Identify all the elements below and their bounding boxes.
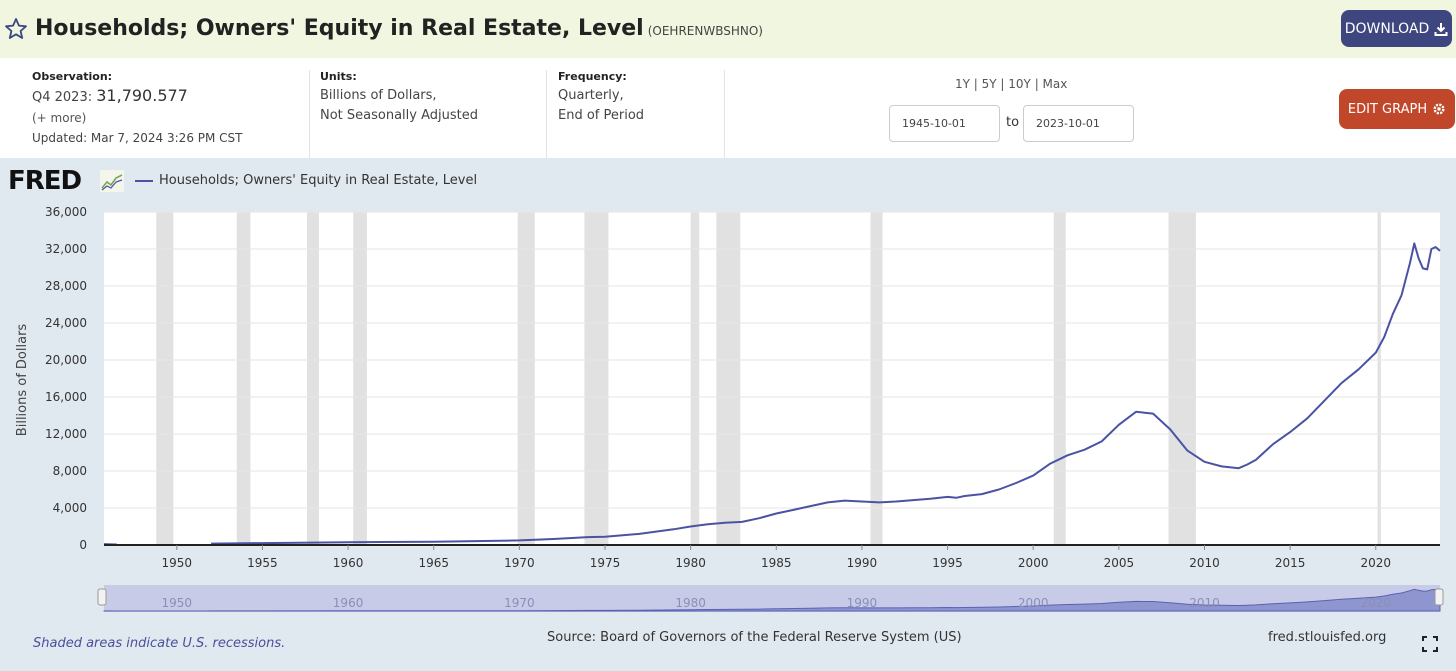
legend-swatch	[135, 179, 153, 182]
frequency-block: Frequency: Quarterly, End of Period	[558, 70, 644, 126]
observation-block: Observation: Q4 2023: 31,790.577 (+ more…	[32, 70, 243, 148]
recession-band-5	[584, 212, 609, 545]
navigator-tick-label: 1970	[504, 596, 535, 610]
x-tick-label: 1950	[162, 556, 193, 570]
x-tick-labels: 1950 1955 1960 1965 1970 1975 1980 1985 1990 1995…	[162, 545, 1391, 570]
units-line1: Billions of Dollars,	[320, 88, 437, 103]
download-icon	[1434, 22, 1448, 36]
edit-graph-button[interactable]: EDIT GRAPH	[1339, 89, 1455, 129]
navigator-series-area	[103, 588, 1441, 612]
observation-label: Observation:	[32, 70, 113, 83]
x-tick-label: 1995	[932, 556, 963, 570]
range-links[interactable]: 1Y | 5Y | 10Y | Max	[955, 77, 1068, 91]
end-date-input[interactable]	[1023, 105, 1134, 142]
frequency-line2: End of Period	[558, 108, 645, 123]
plot-background	[104, 212, 1440, 545]
y-tick-label: 0	[79, 538, 87, 552]
recession-band-1	[236, 212, 251, 545]
x-tick-label: 1990	[847, 556, 878, 570]
navigator-tick-label: 1980	[675, 596, 706, 610]
navigator-left-handle[interactable]	[97, 588, 107, 606]
frequency-label: Frequency:	[558, 70, 627, 83]
download-label: DOWNLOAD	[1344, 20, 1430, 37]
y-tick-labels: 0 4,000 8,000 12,000 16,000 20,000 24,000 28,00…	[45, 205, 87, 552]
y-tick-label: 36,000	[45, 205, 87, 219]
x-tick-label: 2015	[1275, 556, 1306, 570]
page-title: Households; Owners' Equity in Real Estat…	[35, 16, 763, 41]
fred-logo[interactable]: FRED	[8, 166, 82, 196]
recession-band-11	[1377, 212, 1381, 545]
recession-band-7	[716, 212, 741, 545]
x-tick-label: 1965	[418, 556, 449, 570]
recession-band-3	[353, 212, 367, 545]
y-tick-label: 12,000	[45, 427, 87, 441]
recession-band-6	[690, 212, 700, 545]
x-tick-label: 1955	[247, 556, 278, 570]
updated-timestamp: Updated: Mar 7, 2024 3:26 PM CST	[32, 131, 243, 145]
units-line2: Not Seasonally Adjusted	[320, 108, 478, 123]
y-tick-label: 16,000	[45, 390, 87, 404]
chart: 0 4,000 8,000 12,000 16,000 20,000 24,000 28,00…	[15, 205, 1444, 612]
frequency-line1: Quarterly,	[558, 88, 624, 103]
recession-band-8	[870, 212, 883, 545]
y-tick-label: 4,000	[53, 501, 87, 515]
series-id: (OEHRENWBSHNO)	[647, 24, 763, 38]
edit-graph-label: EDIT GRAPH	[1347, 101, 1428, 117]
x-tick-label: 2000	[1018, 556, 1049, 570]
start-date-input[interactable]	[889, 105, 1000, 142]
divider	[724, 70, 725, 158]
x-tick-label: 1985	[761, 556, 792, 570]
x-tick-label: 1970	[504, 556, 535, 570]
divider	[546, 70, 547, 158]
x-tick-label: 1960	[333, 556, 364, 570]
recession-band-4	[517, 212, 535, 545]
units-label: Units:	[320, 70, 357, 83]
source-note: Source: Board of Governors of the Federa…	[547, 630, 962, 645]
divider	[309, 70, 310, 158]
recession-band-9	[1053, 212, 1066, 545]
y-tick-label: 32,000	[45, 242, 87, 256]
gear-icon	[1433, 103, 1445, 115]
range-navigator[interactable]: 1950 1960 1970 1980 1990 2000 2010 2020	[97, 585, 1444, 612]
y-tick-label: 8,000	[53, 464, 87, 478]
x-tick-label: 1980	[675, 556, 706, 570]
y-tick-label: 20,000	[45, 353, 87, 367]
observation-value: 31,790.577	[96, 86, 188, 105]
legend-label: Households; Owners' Equity in Real Estat…	[159, 173, 478, 188]
navigator-tick-label: 1990	[847, 596, 878, 610]
navigator-tick-label: 2020	[1360, 596, 1391, 610]
legend: Households; Owners' Equity in Real Estat…	[135, 173, 477, 188]
fred-chart-icon	[100, 170, 124, 192]
x-tick-label: 1975	[590, 556, 621, 570]
page-title-text: Households; Owners' Equity in Real Estat…	[35, 16, 644, 41]
navigator-right-handle[interactable]	[1434, 588, 1444, 606]
y-tick-label: 28,000	[45, 279, 87, 293]
star-icon[interactable]	[4, 17, 28, 41]
navigator-tick-labels: 1950 1960 1970 1980 1990 2000 2010 2020	[162, 596, 1392, 610]
y-tick-label: 24,000	[45, 316, 87, 330]
units-block: Units: Billions of Dollars, Not Seasonal…	[320, 70, 478, 126]
recession-note: Shaded areas indicate U.S. recessions.	[33, 636, 286, 651]
to-label: to	[1006, 115, 1020, 130]
x-tick-label: 2005	[1104, 556, 1135, 570]
fullscreen-icon[interactable]	[1422, 636, 1438, 652]
observation-more-link[interactable]: (+ more)	[32, 111, 87, 125]
meta-bar: Observation: Q4 2023: 31,790.577 (+ more…	[0, 58, 1456, 158]
x-tick-label: 2010	[1189, 556, 1220, 570]
recession-band-2	[306, 212, 319, 545]
navigator-tick-label: 2000	[1018, 596, 1049, 610]
recession-band-10	[1168, 212, 1196, 545]
title-bar: Households; Owners' Equity in Real Estat…	[0, 0, 1456, 58]
fred-url[interactable]: fred.stlouisfed.org	[1268, 630, 1387, 645]
navigator-tick-label: 1960	[333, 596, 364, 610]
navigator-tick-label: 1950	[162, 596, 193, 610]
grid-layer	[104, 211, 1440, 509]
y-axis-label: Billions of Dollars	[15, 324, 30, 437]
recession-band-0	[156, 212, 174, 545]
recession-layer	[156, 212, 1381, 545]
navigator-tick-label: 2010	[1189, 596, 1220, 610]
download-button[interactable]: DOWNLOAD	[1341, 10, 1452, 47]
observation-period: Q4 2023:	[32, 90, 93, 105]
x-tick-label: 2020	[1360, 556, 1391, 570]
